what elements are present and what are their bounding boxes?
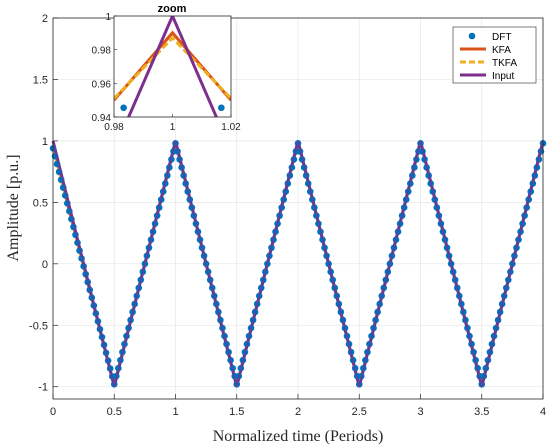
- inset-series-line-input: [126, 16, 219, 117]
- y-tick-label: 2: [42, 13, 48, 25]
- inset-y-tick-label: 1: [105, 12, 111, 23]
- x-tick-label: 3.5: [474, 406, 489, 418]
- inset-y-tick-label: 0.94: [92, 113, 112, 124]
- inset-ticks: 0.98 1 1.02 0.94 0.96 0.98 1: [92, 12, 242, 133]
- inset-axes: 0.98 1 1.02 0.94 0.96 0.98 1 zoom: [92, 3, 242, 133]
- inset-title: zoom: [158, 3, 187, 15]
- legend-label-kfa: KFA: [492, 45, 511, 56]
- y-tick-label: -0.5: [29, 320, 48, 332]
- x-axis-label: Normalized time (Periods): [213, 428, 384, 445]
- y-axis-label: Amplitude [p.u.]: [5, 154, 22, 261]
- x-tick-label: 4: [540, 406, 546, 418]
- inset-dft-point: [218, 104, 225, 112]
- legend-label-dft: DFT: [492, 32, 511, 43]
- legend-label-tkfa: TKFA: [492, 58, 517, 69]
- legend-label-input: Input: [492, 71, 514, 82]
- x-tick-label: 0: [50, 406, 56, 418]
- inset-y-tick-label: 0.96: [92, 79, 112, 90]
- legend: DFT KFA TKFA Input: [452, 26, 537, 84]
- inset-y-tick-label: 0.98: [92, 46, 112, 57]
- y-tick-label: 1: [42, 136, 48, 148]
- x-tick-label: 1.5: [229, 406, 244, 418]
- inset-x-tick-label: 0.98: [104, 122, 124, 133]
- x-tick-label: 1: [172, 406, 178, 418]
- y-tick-label: 0: [42, 259, 48, 271]
- legend-items: DFT KFA TKFA Input: [460, 32, 517, 82]
- y-tick-label: 1.5: [33, 74, 48, 86]
- inset-series-line-tkfa: [114, 35, 231, 100]
- inset-x-tick-label: 1: [170, 122, 176, 133]
- y-tick-label: 0.5: [33, 197, 48, 209]
- legend-marker-dft: [468, 32, 476, 40]
- main-ticks: 0 0.5 1 1.5 2 2.5 3 3.5 4 -1 -0.5 0 0.5 1 1.5 2: [29, 13, 546, 418]
- y-tick-label: -1: [38, 382, 48, 394]
- x-tick-label: 2: [295, 406, 301, 418]
- inset-x-tick-label: 1.02: [221, 122, 241, 133]
- main-series: [49, 140, 547, 388]
- inset-series-line-kfa: [114, 30, 231, 102]
- x-tick-label: 0.5: [107, 406, 122, 418]
- x-tick-label: 3: [417, 406, 423, 418]
- inset-series: [114, 16, 231, 117]
- inset-dft-point: [120, 104, 127, 112]
- series-line-input-overlay: [52, 140, 544, 387]
- x-tick-label: 2.5: [352, 406, 367, 418]
